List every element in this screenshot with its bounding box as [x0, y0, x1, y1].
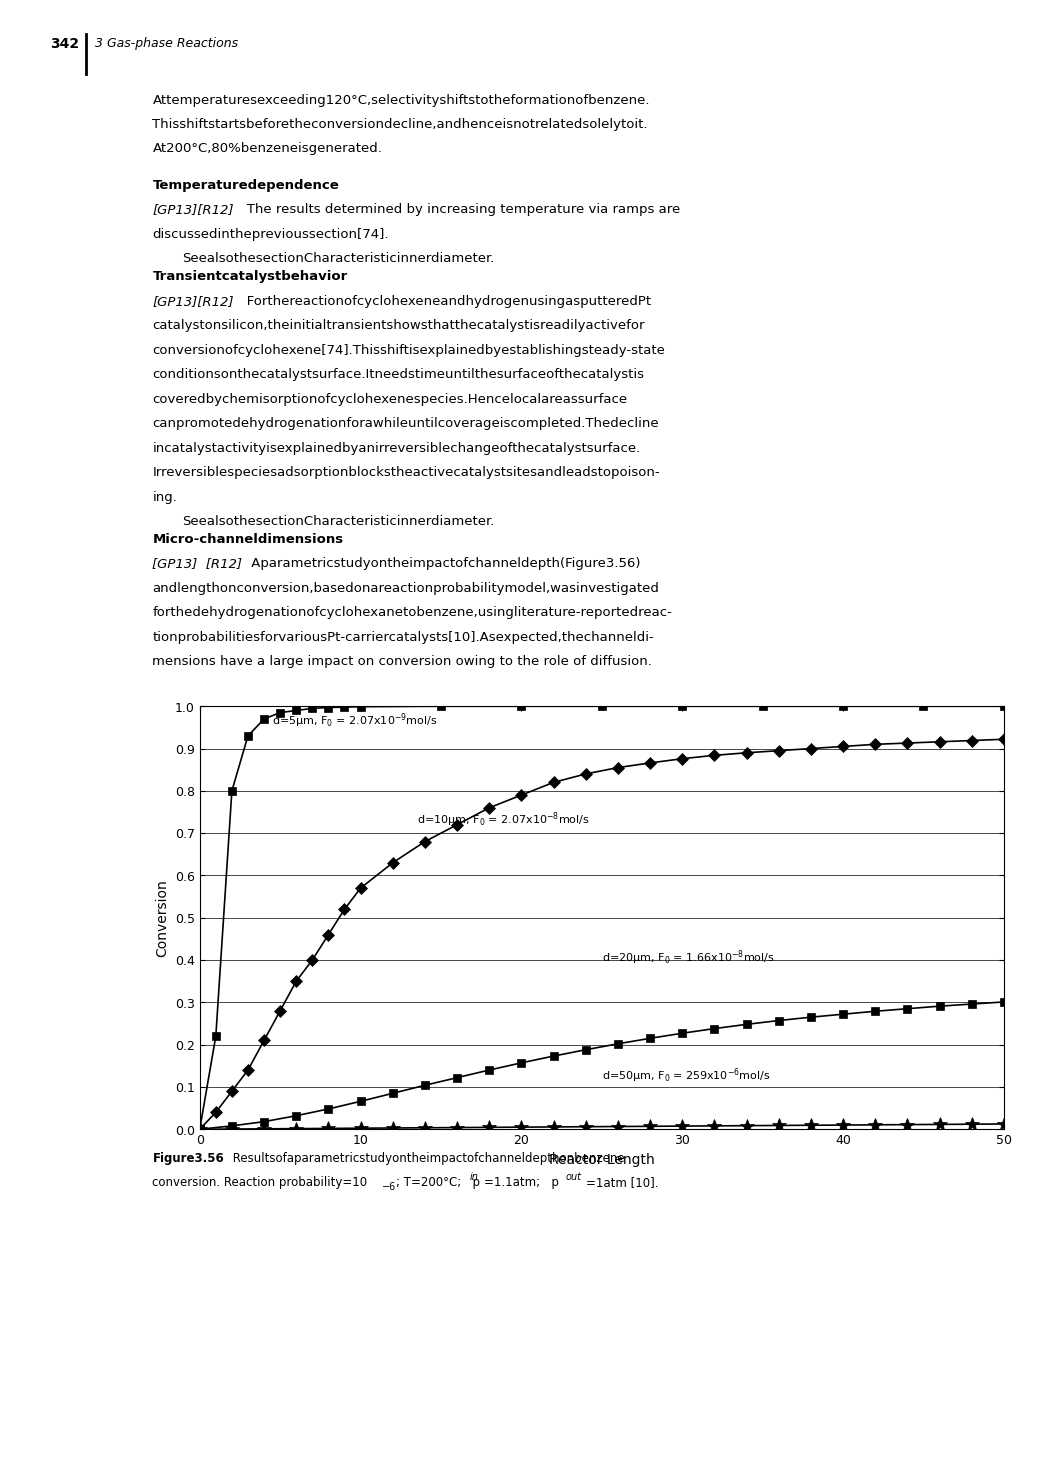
Text: Temperaturedependence: Temperaturedependence [152, 180, 339, 191]
Text: 3 Gas-phase Reactions: 3 Gas-phase Reactions [95, 37, 238, 50]
Text: in: in [470, 1171, 478, 1181]
Text: out: out [565, 1171, 581, 1181]
Text: =1.1atm;   p: =1.1atm; p [483, 1175, 558, 1189]
Text: canpromotedehydrogenationforawhileuntilcoverageiscompleted.Thedecline: canpromotedehydrogenationforawhileuntilc… [152, 417, 659, 430]
Text: Figure3.56: Figure3.56 [152, 1152, 224, 1165]
Y-axis label: Conversion: Conversion [156, 879, 169, 957]
Text: =1atm [10].: =1atm [10]. [585, 1175, 658, 1189]
Text: [GP13][R12]: [GP13][R12] [152, 294, 234, 307]
Text: Micro-channeldimensions: Micro-channeldimensions [152, 533, 344, 546]
Text: catalystonsilicon,theinitialtransientshowsthatthecatalystisreadilyactivefor: catalystonsilicon,theinitialtransientsho… [152, 319, 645, 332]
Text: SeealsothesectionCharacteristicinnerdiameter.: SeealsothesectionCharacteristicinnerdiam… [182, 252, 494, 266]
Text: [GP13]  [R12]: [GP13] [R12] [152, 556, 243, 570]
Text: mensions have a large impact on conversion owing to the role of diffusion.: mensions have a large impact on conversi… [152, 654, 653, 668]
Text: andlengthonconversion,basedonareactionprobabilitymodel,wasinvestigated: andlengthonconversion,basedonareactionpr… [152, 582, 659, 595]
Text: −6: −6 [382, 1181, 396, 1192]
Text: Thisshiftstartsbeforetheconversiondecline,andhenceisnotrelatedsolelytoit.: Thisshiftstartsbeforetheconversiondeclin… [152, 119, 647, 131]
Text: ForthereactionofcyclohexeneandhydrogenusingasputteredPt: Forthereactionofcyclohexeneandhydrogenus… [234, 294, 652, 307]
Text: The results determined by increasing temperature via ramps are: The results determined by increasing tem… [234, 203, 681, 217]
Text: Attemperaturesexceeding120°C,selectivityshiftstotheformationofbenzene.: Attemperaturesexceeding120°C,selectivity… [152, 93, 650, 107]
Text: d=5μm, F$_0$ = 2.07x10$^{-9}$mol/s: d=5μm, F$_0$ = 2.07x10$^{-9}$mol/s [272, 711, 438, 730]
Text: Irreversiblespeciesadsorptionblockstheactivecatalystsitesandleadstopoison-: Irreversiblespeciesadsorptionblockstheac… [152, 466, 660, 479]
Text: incatalystactivityisexplainedbyanirreversiblechangeofthecatalystsurface.: incatalystactivityisexplainedbyanirrever… [152, 441, 640, 454]
Text: discussedintheprevioussection[74].: discussedintheprevioussection[74]. [152, 227, 389, 240]
Text: forthedehydrogenationofcyclohexanetobenzene,usingliterature-reportedreac-: forthedehydrogenationofcyclohexanetobenz… [152, 605, 673, 619]
Text: conversionofcyclohexene[74].Thisshiftisexplainedbyestablishingsteady-state: conversionofcyclohexene[74].Thisshiftise… [152, 343, 665, 356]
Text: SeealsothesectionCharacteristicinnerdiameter.: SeealsothesectionCharacteristicinnerdiam… [182, 515, 494, 528]
Text: tionprobabilitiesforvariousPt-carriercatalysts[10].Asexpected,thechanneldi-: tionprobabilitiesforvariousPt-carriercat… [152, 631, 654, 644]
Text: 342: 342 [50, 37, 80, 50]
Text: Resultsofaparametricstudyontheimpactofchanneldepthonbenzene: Resultsofaparametricstudyontheimpactofch… [229, 1152, 624, 1165]
X-axis label: Reactor Length: Reactor Length [549, 1153, 655, 1166]
Text: d=20μm, F$_0$ = 1.66x10$^{-8}$mol/s: d=20μm, F$_0$ = 1.66x10$^{-8}$mol/s [602, 948, 775, 966]
Text: ing.: ing. [152, 490, 178, 503]
Text: conversion. Reaction probability=10: conversion. Reaction probability=10 [152, 1175, 368, 1189]
Text: coveredbychemisorptionofcyclohexenespecies.Hencelocalareassurface: coveredbychemisorptionofcyclohexenespeci… [152, 392, 627, 405]
Text: At200°C,80%benzeneisgenerated.: At200°C,80%benzeneisgenerated. [152, 142, 383, 156]
Text: [GP13][R12]: [GP13][R12] [152, 203, 234, 217]
Text: Aparametricstudyontheimpactofchanneldepth(Figure3.56): Aparametricstudyontheimpactofchanneldept… [247, 556, 640, 570]
Text: d=10μm, F$_0$ = 2.07x10$^{-8}$mol/s: d=10μm, F$_0$ = 2.07x10$^{-8}$mol/s [417, 810, 590, 830]
Text: Transientcatalystbehavior: Transientcatalystbehavior [152, 270, 348, 283]
Text: ; T=200°C;   p: ; T=200°C; p [396, 1175, 480, 1189]
Text: conditionsonthecatalystsurface.Itneedstimeuntilthesurfaceofthecatalystis: conditionsonthecatalystsurface.Itneedsti… [152, 368, 644, 381]
Text: d=50μm, F$_0$ = 259x10$^{-6}$mol/s: d=50μm, F$_0$ = 259x10$^{-6}$mol/s [602, 1067, 770, 1085]
